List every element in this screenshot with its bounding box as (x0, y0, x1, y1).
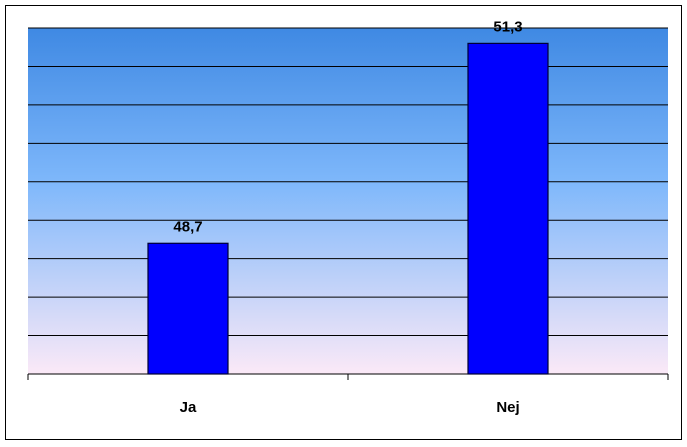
x-tick-label: Ja (180, 399, 197, 416)
bar (467, 42, 549, 375)
x-tick-label: Nej (496, 399, 519, 416)
bar (147, 242, 229, 375)
data-label: 48,7 (173, 218, 202, 235)
plot-area (28, 28, 668, 374)
data-label: 51,3 (493, 18, 522, 35)
